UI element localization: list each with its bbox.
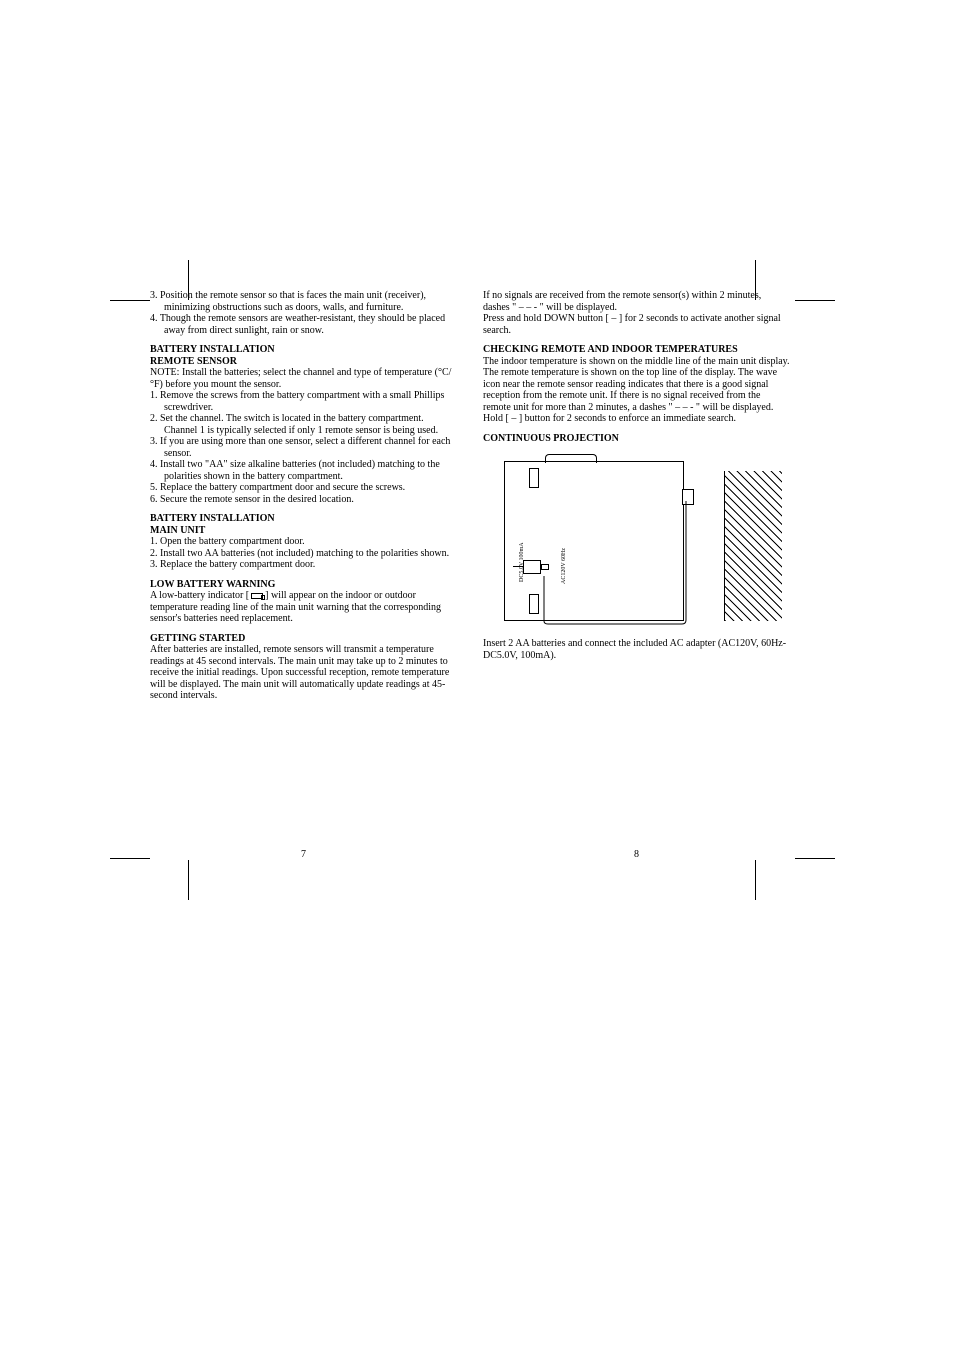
subheading-main-unit: MAIN UNIT [150,525,457,537]
list-position-sensor: 3. Position the remote sensor so that is… [150,290,457,336]
list-item: 1. Remove the screws from the battery co… [150,390,457,413]
list-main-install: 1. Open the battery compartment door. 2.… [150,536,457,571]
page-number-right: 8 [483,849,790,861]
checking-temps-text: The indoor temperature is shown on the m… [483,356,790,425]
crop-mark [110,300,150,301]
heading-getting-started: GETTING STARTED [150,633,457,645]
list-item: 2. Set the channel. The switch is locate… [150,413,457,436]
heading-battery-remote: BATTERY INSTALLATION [150,344,457,356]
list-item: 5. Replace the battery compartment door … [150,482,457,494]
crop-mark [110,858,150,859]
wall-hatch [724,471,782,621]
list-item: 3. Replace the battery compartment door. [150,559,457,571]
crop-mark [795,858,835,859]
heading-low-battery: LOW BATTERY WARNING [150,579,457,591]
list-item: 3. Position the remote sensor so that is… [150,290,457,313]
left-column: 3. Position the remote sensor so that is… [150,290,457,860]
heading-continuous-projection: CONTINUOUS PROJECTION [483,433,790,445]
note-text: NOTE: Install the batteries; select the … [150,367,457,390]
heading-battery-main: BATTERY INSTALLATION [150,513,457,525]
list-item: 6. Secure the remote sensor in the desir… [150,494,457,506]
page-number-left: 7 [150,849,457,861]
list-item: 1. Open the battery compartment door. [150,536,457,548]
list-item: 3. If you are using more than one sensor… [150,436,457,459]
press-hold-text: Press and hold DOWN button [ – ] for 2 s… [483,313,790,336]
cord-path-icon [504,461,724,626]
getting-started-text: After batteries are installed, remote se… [150,644,457,702]
no-signal-text: If no signals are received from the remo… [483,290,790,313]
crop-mark [795,300,835,301]
list-item: 4. Though the remote sensors are weather… [150,313,457,336]
list-remote-install: 1. Remove the screws from the battery co… [150,390,457,505]
list-item: 2. Install two AA batteries (not include… [150,548,457,560]
list-item: 4. Install two "AA" size alkaline batter… [150,459,457,482]
crop-mark [755,860,756,900]
heading-checking-temps: CHECKING REMOTE AND INDOOR TEMPERATURES [483,344,790,356]
low-battery-text: A low-battery indicator [] will appear o… [150,590,457,625]
insert-batteries-text: Insert 2 AA batteries and connect the in… [483,638,790,661]
right-column: If no signals are received from the remo… [483,290,790,860]
subheading-remote-sensor: REMOTE SENSOR [150,356,457,368]
projection-figure: DC5.0V 100mA AC120V 60Hz [483,450,743,630]
battery-icon [251,593,263,599]
page-content: 3. Position the remote sensor so that is… [150,290,790,860]
crop-mark [188,860,189,900]
